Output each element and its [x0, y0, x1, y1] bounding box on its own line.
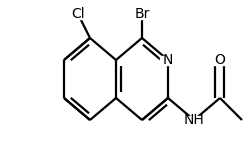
Bar [64, 9, 92, 18]
Text: O: O [214, 53, 226, 67]
Text: NH: NH [184, 113, 204, 127]
Bar [160, 56, 176, 65]
Bar [212, 56, 228, 65]
Bar [180, 115, 208, 124]
Text: Cl: Cl [71, 7, 85, 21]
Text: Br: Br [134, 7, 150, 21]
Bar [128, 9, 156, 18]
Text: N: N [163, 53, 173, 67]
